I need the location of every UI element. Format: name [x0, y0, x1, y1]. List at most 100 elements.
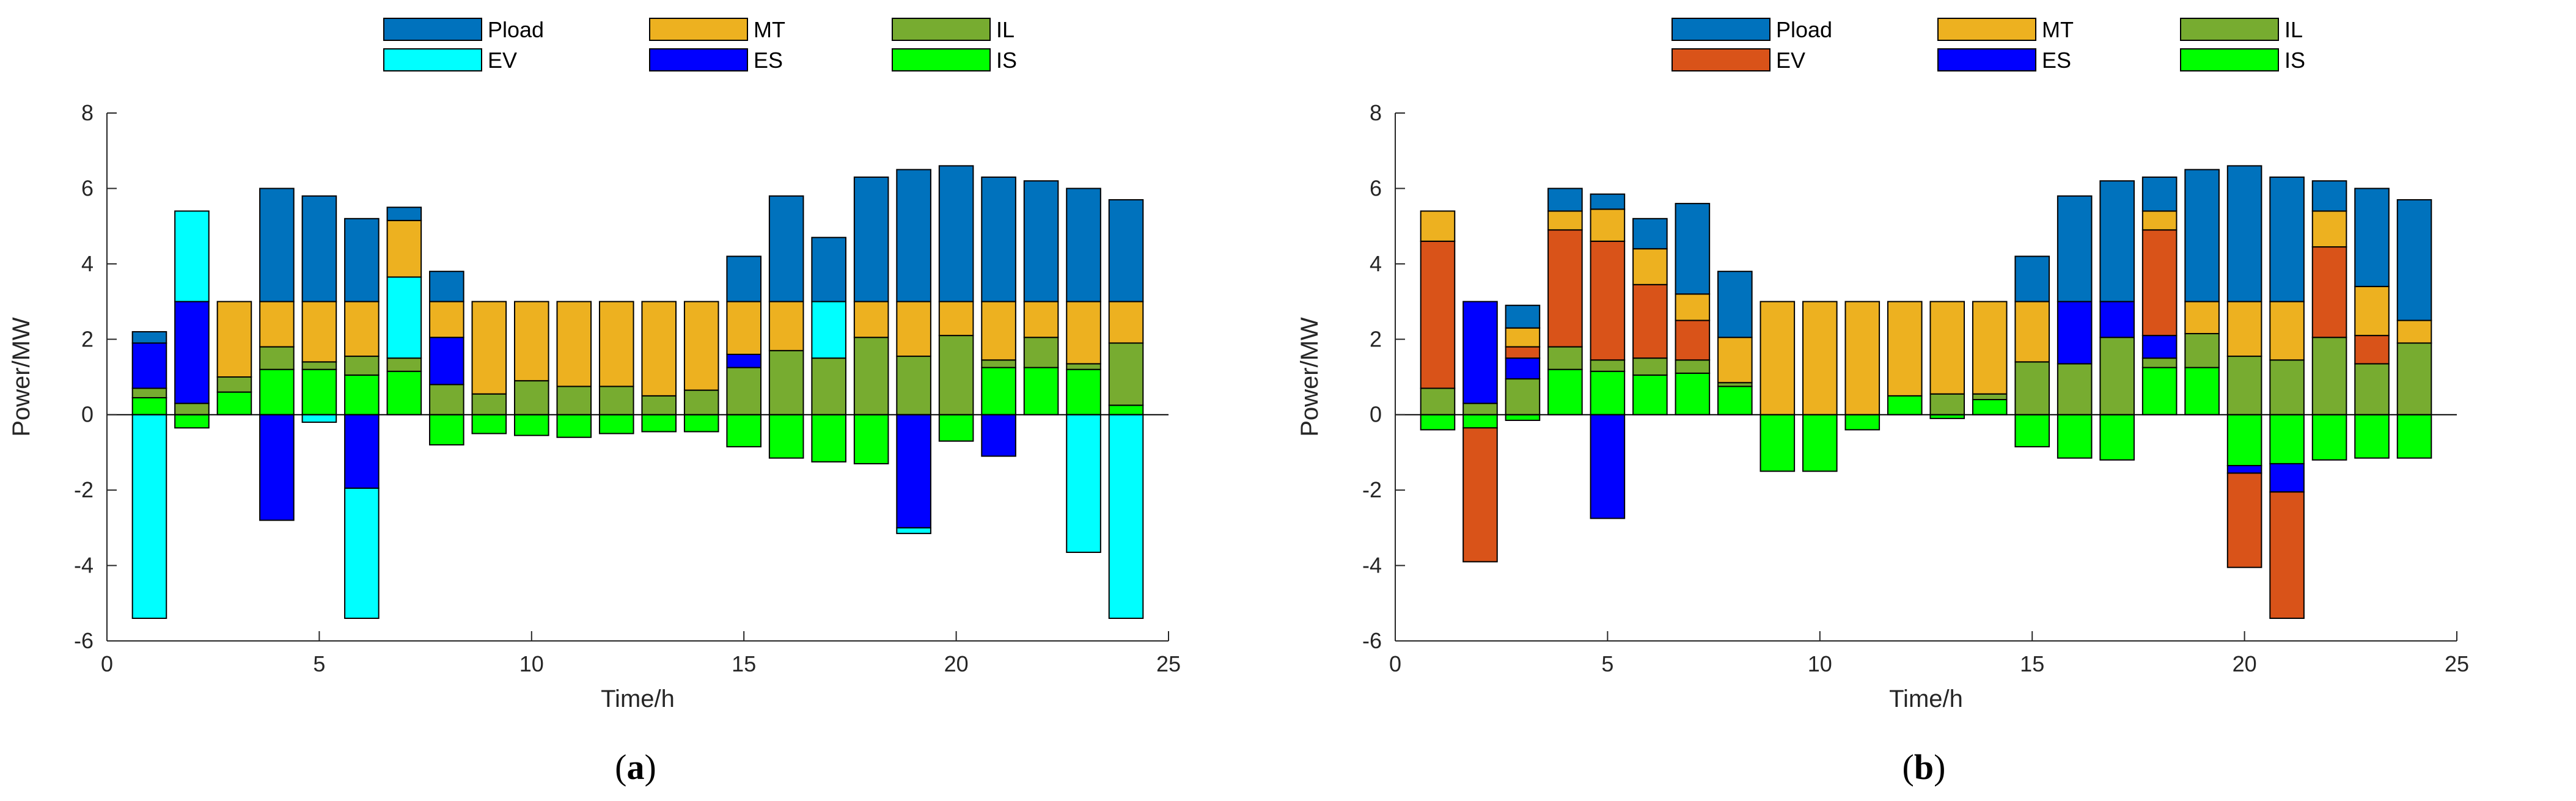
chart-a-bar-mt-7 [386, 219, 422, 278]
chart-b-bar-pload-22 [2311, 180, 2347, 212]
chart-b-bar-es-16 [2057, 301, 2093, 365]
chart-b-bar-is-20 [2226, 414, 2262, 467]
chart-a-bar-mt-19 [896, 301, 931, 357]
chart-b-bar-il-14 [1972, 393, 2008, 401]
chart-b-bar-is-19 [2184, 367, 2220, 415]
chart-a-ytick-label: 2 [81, 326, 94, 351]
chart-b-bar-pload-8 [1717, 271, 1753, 338]
chart-b-bar-il-22 [2311, 337, 2347, 415]
chart-b-bar-is-17 [2099, 414, 2135, 461]
chart-a-bar-pload-4 [259, 188, 295, 302]
chart-b-y-axis-label: Power/MW [1296, 317, 1323, 437]
chart-a-ytick-label: -4 [74, 553, 94, 578]
chart-b-bar-es-3 [1505, 357, 1541, 380]
chart-a-bar-mt-22 [1023, 301, 1059, 338]
chart-b-bar-ev-7 [1675, 320, 1711, 361]
chart-b-bar-ev-2 [1462, 427, 1498, 563]
chart-a-y-axis-label: Power/MW [8, 317, 35, 437]
chart-b-bar-il-1 [1420, 387, 1456, 415]
chart-b-bar-pload-24 [2396, 199, 2432, 321]
chart-b-legend-label-es: ES [2042, 48, 2071, 73]
chart-a-bar-pload-16 [768, 195, 804, 302]
chart-a-bar-is-20 [938, 414, 974, 442]
chart-b-bar-is-10 [1802, 414, 1838, 472]
chart-b-bar-pload-15 [2014, 255, 2050, 302]
chart-a-bar-mt-4 [259, 301, 295, 348]
chart-b-bar-mt-24 [2396, 320, 2432, 344]
chart-a-bar-mt-11 [556, 301, 592, 387]
chart-a: Pload MT IL EV ES IS -6 -4 -2 0 2 4 6 8 0 5 10 15 20 25 Time… [8, 17, 1181, 787]
chart-a-bar-es-6 [344, 414, 380, 489]
chart-a-bar-ev-7 [386, 276, 422, 359]
chart-b-bar-is-16 [2057, 414, 2093, 459]
chart-a-bar-is-16 [768, 414, 804, 459]
chart-a-bar-is-11 [556, 414, 592, 438]
chart-b-legend-label-pload: Pload [1776, 17, 1832, 42]
chart-b-bar-is-22 [2311, 414, 2347, 461]
chart-a-bar-is-10 [514, 414, 549, 436]
chart-b-bar-il-13 [1929, 393, 1965, 415]
chart-a-bar-ev-5 [301, 414, 337, 423]
chart-a-xtick-label: 25 [1156, 651, 1181, 676]
chart-b-bar-il-15 [2014, 361, 2050, 415]
chart-a-bar-mt-6 [344, 301, 380, 357]
chart-b-bar-ev-22 [2311, 246, 2347, 338]
chart-a-bar-is-8 [429, 414, 464, 446]
chart-a-bar-il-4 [259, 346, 295, 370]
chart-a-bar-es-21 [981, 414, 1016, 457]
chart-b-bar-mt-18 [2141, 210, 2178, 231]
chart-b-bar-pload-4 [1547, 188, 1583, 212]
chart-b-bar-mt-15 [2014, 301, 2050, 363]
chart-b-bar-ev-6 [1632, 283, 1668, 359]
chart-a-bar-is-9 [471, 414, 507, 434]
chart-a-bar-pload-5 [301, 195, 337, 302]
chart-a-bar-pload-21 [981, 176, 1016, 302]
chart-b-xtick-label: 10 [1808, 651, 1832, 676]
chart-b-bar-es-20 [2226, 465, 2262, 474]
chart-a-caption: (a) [615, 747, 656, 787]
chart-b-ytick-label: -2 [1362, 477, 1382, 502]
chart-b-legend-swatch-is [2180, 48, 2279, 71]
chart-b-legend-swatch-ev [1671, 48, 1771, 71]
chart-b-legend-label-mt: MT [2042, 17, 2074, 42]
chart-a-bar-pload-19 [896, 169, 931, 302]
chart-b-bar-il-16 [2057, 363, 2093, 415]
chart-a-bar-pload-20 [938, 165, 974, 302]
chart-b-xtick-label: 0 [1389, 651, 1401, 676]
chart-b-bar-is-7 [1675, 372, 1711, 415]
chart-b-bar-ev-23 [2354, 335, 2390, 365]
chart-a-bar-pload-1 [131, 331, 167, 344]
chart-a-bar-is-21 [981, 367, 1016, 415]
chart-b-bar-mt-14 [1972, 301, 2008, 395]
chart-a-bar-is-17 [811, 414, 846, 463]
chart-a-legend-label-pload: Pload [488, 17, 544, 42]
chart-b-bar-mt-5 [1590, 208, 1626, 242]
chart-a-bar-il-7 [386, 357, 422, 372]
chart-a-bar-ev-17 [811, 301, 846, 359]
chart-a-bar-is-12 [598, 414, 634, 434]
chart-a-legend-label-il: IL [996, 17, 1015, 42]
chart-a-bar-il-19 [896, 356, 931, 415]
chart-b-bar-pload-20 [2226, 165, 2262, 302]
chart-b-bar-es-2 [1462, 301, 1498, 404]
chart-a-bar-il-1 [131, 387, 167, 398]
chart-b-bar-mt-7 [1675, 293, 1711, 321]
chart-b-bar-is-23 [2354, 414, 2390, 459]
chart-b-ytick-label: 2 [1370, 326, 1382, 351]
chart-a-bar-il-2 [174, 403, 210, 415]
chart-b-bar-is-12 [1887, 395, 1923, 415]
chart-b-bar-il-5 [1590, 359, 1626, 372]
chart-b-bar-is-24 [2396, 414, 2432, 459]
chart-b-bar-mt-23 [2354, 285, 2390, 337]
chart-b-bar-il-3 [1505, 378, 1541, 415]
chart-a-bar-is-5 [301, 368, 337, 415]
chart-b-bar-pload-16 [2057, 195, 2093, 302]
chart-b-bar-pload-23 [2354, 188, 2390, 287]
chart-b-legend: Pload MT IL EV ES IS [1671, 17, 2305, 73]
chart-a-bars [131, 165, 1144, 619]
chart-a-bar-is-15 [726, 414, 761, 448]
chart-b-bar-es-17 [2099, 301, 2135, 338]
chart-a-bar-is-22 [1023, 367, 1059, 415]
chart-a-bar-il-11 [556, 386, 592, 415]
chart-b-ytick-label: -6 [1362, 628, 1382, 653]
